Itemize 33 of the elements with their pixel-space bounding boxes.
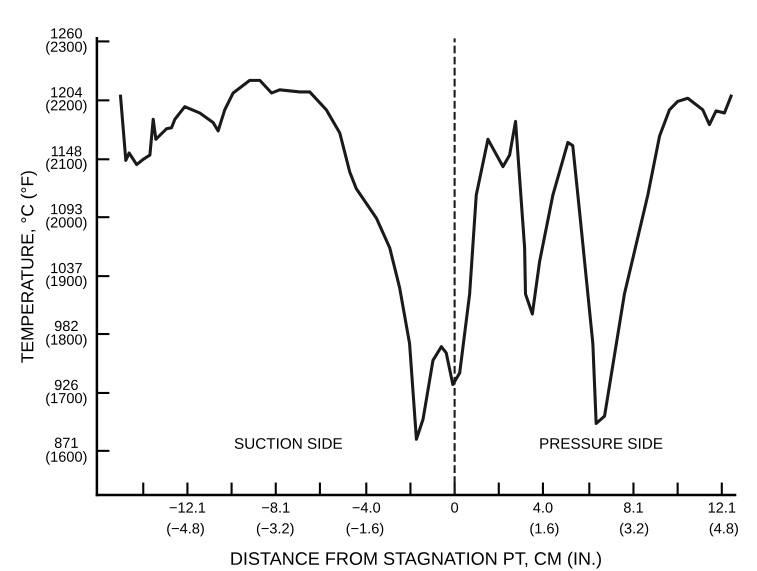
y-tick-label: 1037 bbox=[51, 262, 82, 274]
y-tick-label: 1260 bbox=[51, 28, 82, 39]
x-tick-label: 0 bbox=[451, 502, 458, 513]
y2-tick-label: (2200) bbox=[46, 100, 87, 114]
x-tick-label: 8.1 bbox=[624, 502, 643, 513]
x-tick-label: 4.0 bbox=[533, 502, 553, 513]
x2-tick-label: (−4.8) bbox=[167, 522, 204, 536]
x2-tick-label: (−3.2) bbox=[256, 522, 294, 536]
x-tick-label: −12.1 bbox=[170, 502, 206, 513]
x-axis-title: DISTANCE FROM STAGNATION PT, CM (IN.) bbox=[231, 552, 601, 569]
x2-tick-label: (4.8) bbox=[710, 522, 738, 536]
annotation: PRESSURE SIDE bbox=[540, 438, 662, 449]
x2-tick-label: (1.6) bbox=[530, 522, 558, 536]
y2-tick-label: (2000) bbox=[46, 216, 87, 230]
x-tick-label: −8.1 bbox=[262, 502, 290, 513]
y2-axis-title: TEMPERATURE, °C (°F) bbox=[20, 171, 37, 363]
x2-tick-label: (3.2) bbox=[620, 522, 648, 536]
annotation: SUCTION SIDE bbox=[234, 438, 342, 449]
y2-tick-label: (1900) bbox=[46, 275, 87, 290]
y-tick-label: 871 bbox=[54, 438, 78, 448]
y-tick-label: 982 bbox=[54, 320, 78, 332]
x2-tick-label: (−1.6) bbox=[346, 522, 384, 536]
y-tick-label: 926 bbox=[54, 380, 78, 390]
y2-tick-label: (1700) bbox=[46, 392, 87, 406]
y-tick-label: 1093 bbox=[51, 204, 82, 214]
y2-tick-label: (1800) bbox=[46, 334, 87, 348]
x-tick-label: −4.0 bbox=[352, 502, 380, 513]
y-tick-label: 1148 bbox=[52, 146, 82, 156]
x-tick-label: 12.1 bbox=[708, 502, 736, 513]
y2-tick-label: (2300) bbox=[46, 41, 87, 55]
y2-tick-label: (2100) bbox=[46, 158, 87, 172]
y-tick-label: 1204 bbox=[51, 87, 82, 98]
y2-tick-label: (1600) bbox=[46, 451, 87, 465]
